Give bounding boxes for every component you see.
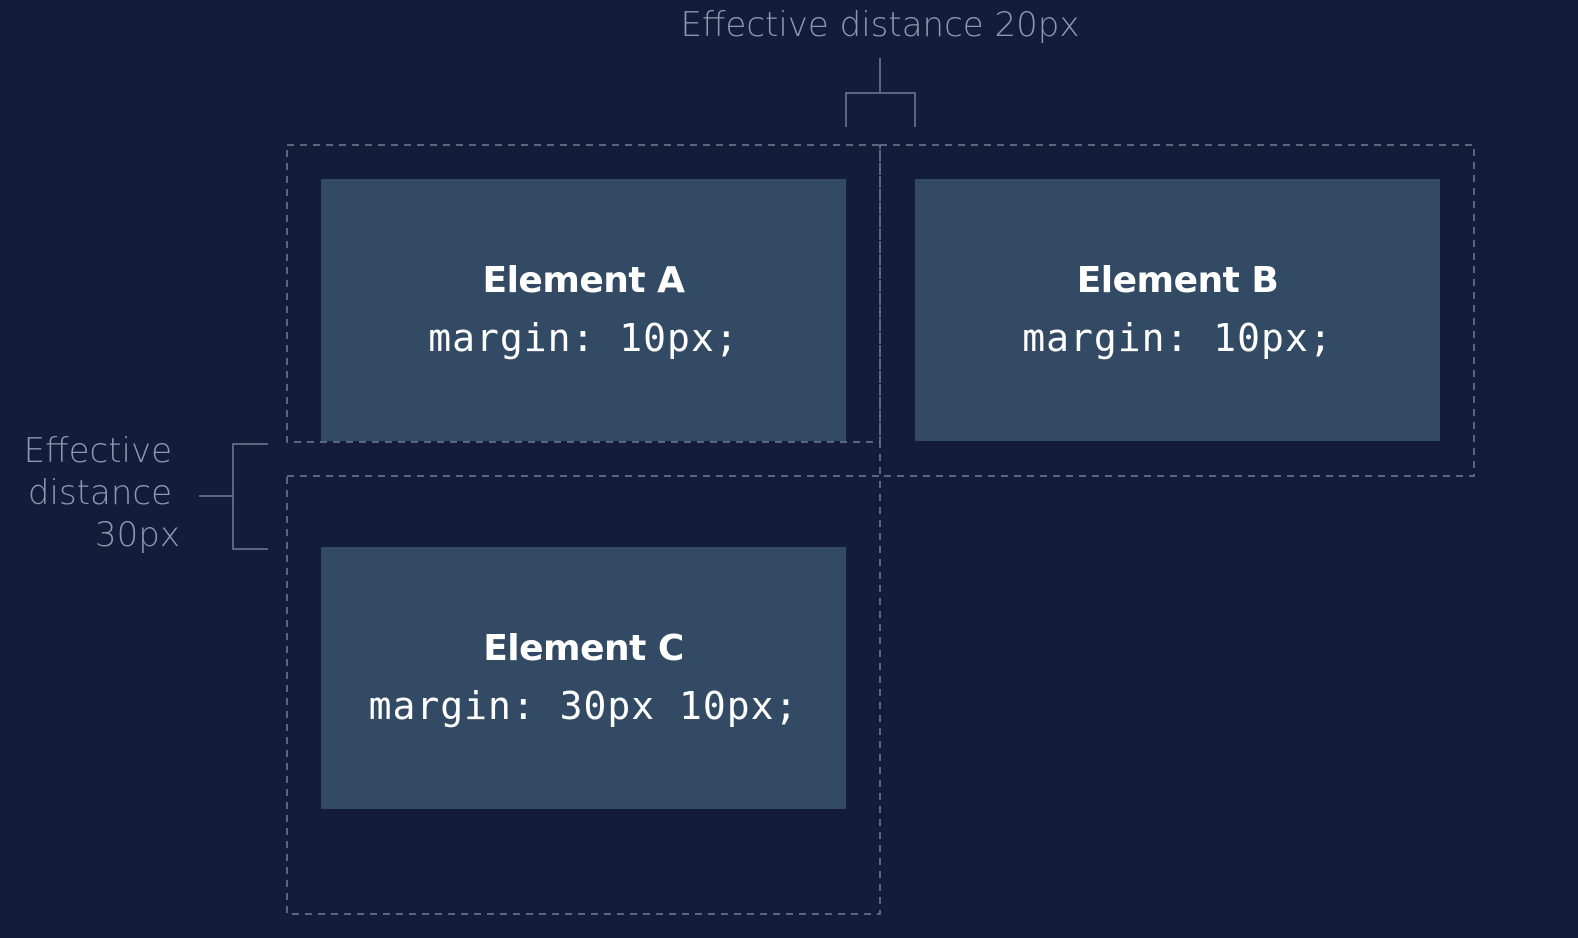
- top-distance-bracket: [845, 58, 916, 127]
- element-b-box: Element B margin: 10px;: [915, 179, 1440, 441]
- left-distance-label-line1: Effective: [23, 431, 172, 471]
- element-a-code: margin: 10px;: [428, 316, 739, 360]
- element-b-title: Element B: [1076, 260, 1279, 301]
- element-c-code: margin: 30px 10px;: [368, 684, 799, 728]
- element-c-title: Element C: [483, 628, 684, 669]
- left-distance-bracket: [199, 443, 268, 550]
- element-a-title: Element A: [482, 260, 685, 301]
- left-distance-label: Effective distance 30px: [20, 430, 180, 556]
- element-a-box: Element A margin: 10px;: [321, 179, 846, 441]
- left-distance-label-line3: 30px: [95, 515, 180, 555]
- element-c-box: Element C margin: 30px 10px;: [321, 547, 846, 809]
- left-distance-label-line2: distance: [27, 473, 172, 513]
- element-b-code: margin: 10px;: [1022, 316, 1333, 360]
- top-distance-label: Effective distance 20px: [680, 5, 1080, 45]
